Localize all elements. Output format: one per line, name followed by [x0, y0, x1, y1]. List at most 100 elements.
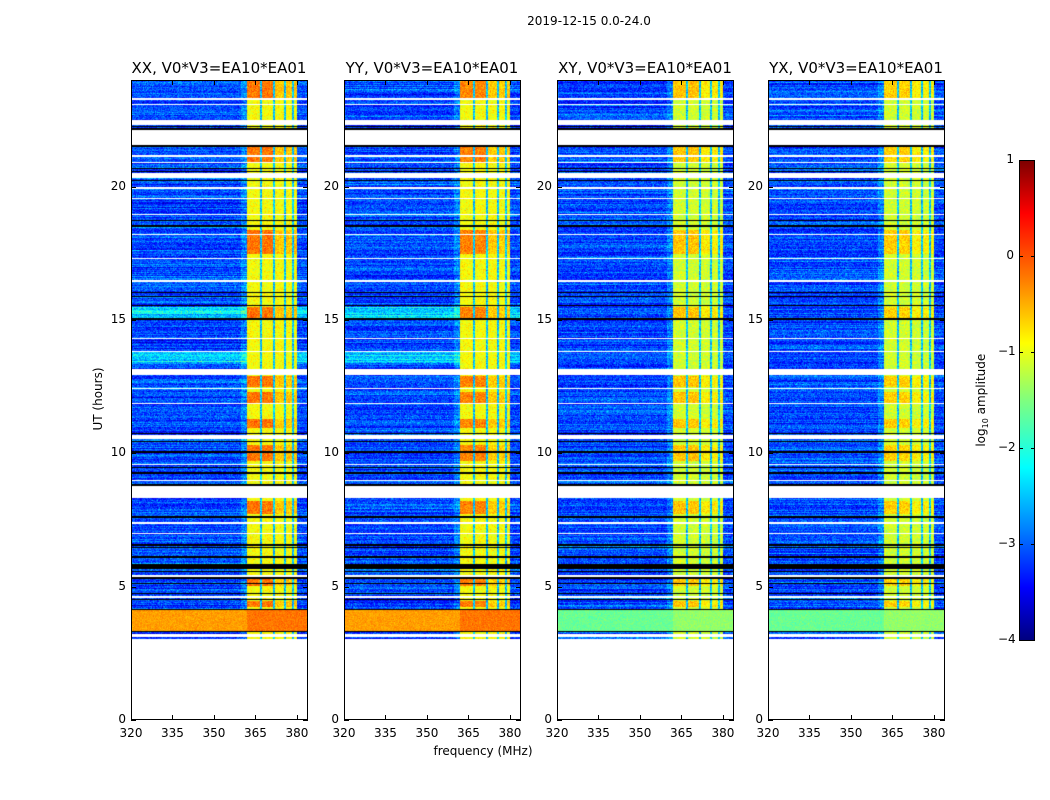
y-tick-mark: [940, 453, 945, 455]
y-tick-label: 15: [323, 312, 339, 326]
colorbar-tick-mark: [1019, 256, 1023, 257]
y-tick-mark: [557, 320, 562, 321]
y-tick-mark: [940, 586, 945, 588]
x-tick-mark: [468, 80, 470, 85]
x-tick-mark: [892, 715, 894, 720]
y-tick-mark: [344, 186, 349, 188]
y-tick-mark: [131, 453, 136, 455]
y-tick-label: 10: [323, 445, 339, 460]
x-tick-label: 350: [628, 726, 652, 740]
x-tick-mark: [722, 80, 724, 85]
y-tick-mark: [131, 320, 136, 321]
figure-title: 2019-12-15 0.0-24.0: [527, 14, 651, 28]
y-tick-label: 20: [536, 178, 552, 193]
x-tick-mark: [933, 80, 935, 85]
x-tick-label: 380: [498, 726, 522, 740]
heatmap-panel-yy: [344, 80, 521, 720]
x-tick-mark: [768, 80, 769, 85]
x-tick-label: 320: [756, 726, 780, 740]
y-tick-mark: [303, 720, 308, 721]
x-tick-label: 320: [332, 726, 356, 740]
y-tick-label: 15: [110, 312, 126, 326]
y-tick-label: 0: [544, 712, 552, 726]
x-tick-mark: [213, 80, 215, 85]
y-tick-mark: [303, 186, 308, 188]
y-tick-mark: [344, 320, 349, 321]
x-tick-mark: [639, 80, 641, 85]
y-tick-mark: [303, 320, 308, 321]
y-tick-mark: [516, 586, 521, 588]
y-tick-mark: [729, 453, 734, 455]
y-tick-label: 0: [755, 712, 763, 726]
y-tick-mark: [557, 586, 562, 588]
x-axis-label: frequency (MHz): [433, 744, 533, 758]
x-tick-label: 365: [881, 726, 904, 740]
x-tick-mark: [557, 715, 558, 720]
x-tick-mark: [344, 80, 345, 85]
y-tick-label: 5: [331, 578, 339, 593]
colorbar: [1019, 160, 1035, 641]
x-tick-mark: [681, 715, 683, 720]
y-tick-mark: [344, 453, 349, 455]
y-tick-label: 10: [110, 445, 126, 460]
x-tick-mark: [639, 715, 641, 720]
x-tick-label: 365: [670, 726, 693, 740]
colorbar-label-log: log: [973, 428, 988, 447]
y-tick-mark: [303, 453, 308, 455]
y-tick-mark: [557, 453, 562, 455]
colorbar-tick-mark: [1031, 448, 1035, 449]
x-tick-label: 380: [285, 726, 309, 740]
x-tick-label: 335: [161, 726, 184, 740]
y-tick-mark: [768, 186, 773, 188]
y-tick-mark: [557, 720, 562, 721]
x-tick-mark: [557, 80, 558, 85]
x-tick-label: 350: [839, 726, 863, 740]
y-tick-label: 5: [544, 578, 552, 593]
x-tick-label: 380: [711, 726, 735, 740]
y-tick-mark: [516, 186, 521, 188]
x-tick-label: 350: [415, 726, 439, 740]
x-tick-mark: [509, 80, 511, 85]
x-tick-mark: [172, 80, 174, 85]
y-tick-label: 0: [331, 712, 339, 726]
x-tick-mark: [933, 715, 935, 720]
x-tick-mark: [255, 715, 257, 720]
y-tick-mark: [940, 186, 945, 188]
x-tick-mark: [255, 80, 257, 85]
y-tick-mark: [729, 720, 734, 721]
y-tick-mark: [768, 720, 773, 721]
x-tick-label: 335: [587, 726, 610, 740]
x-tick-mark: [131, 715, 132, 720]
x-tick-mark: [385, 80, 387, 85]
colorbar-tick-label: −2: [998, 440, 1016, 454]
y-tick-label: 0: [118, 712, 126, 726]
x-tick-label: 320: [119, 726, 143, 740]
y-tick-mark: [768, 320, 773, 321]
y-tick-mark: [131, 586, 136, 588]
x-tick-mark: [468, 715, 470, 720]
y-tick-label: 10: [747, 445, 763, 460]
y-tick-mark: [344, 720, 349, 721]
panel-title: YX, V0*V3=EA10*EA01: [769, 59, 943, 77]
x-tick-mark: [385, 715, 387, 720]
colorbar-tick-label: −4: [998, 632, 1016, 646]
colorbar-tick-mark: [1031, 352, 1035, 353]
colorbar-label-text: amplitude: [973, 353, 988, 419]
y-tick-label: 15: [536, 312, 552, 326]
y-tick-mark: [768, 586, 773, 588]
y-tick-mark: [516, 320, 521, 321]
x-tick-mark: [426, 715, 428, 720]
x-tick-label: 365: [244, 726, 267, 740]
x-tick-mark: [296, 715, 298, 720]
heatmap-panel-xx: [131, 80, 308, 720]
x-tick-label: 335: [798, 726, 821, 740]
y-tick-mark: [516, 720, 521, 721]
panel-title: XY, V0*V3=EA10*EA01: [558, 59, 732, 77]
x-tick-mark: [850, 80, 852, 85]
colorbar-tick-mark: [1031, 256, 1035, 257]
y-tick-label: 20: [323, 178, 339, 193]
colorbar-tick-mark: [1019, 448, 1023, 449]
y-tick-mark: [729, 586, 734, 588]
y-tick-mark: [131, 186, 136, 188]
